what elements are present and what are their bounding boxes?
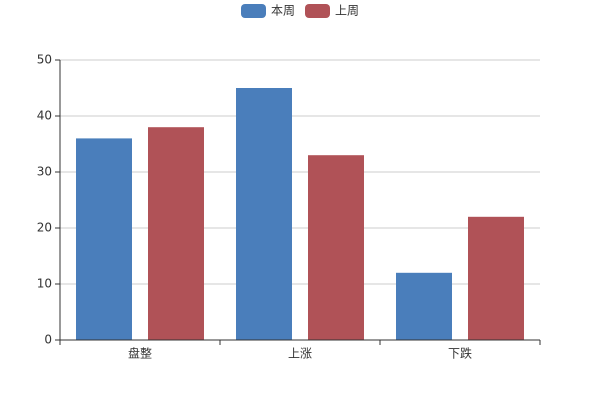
y-tick-label: 40 — [37, 109, 52, 123]
x-tick-label: 下跌 — [448, 346, 472, 361]
y-tick-label: 10 — [37, 277, 52, 291]
bar — [76, 138, 132, 340]
y-tick-label: 0 — [44, 333, 52, 347]
y-tick-label: 50 — [37, 53, 52, 67]
bar — [308, 155, 364, 340]
y-tick-label: 20 — [37, 221, 52, 235]
legend-swatch — [241, 4, 266, 18]
x-tick-label: 上涨 — [288, 346, 312, 361]
bar — [236, 88, 292, 340]
bar — [396, 272, 452, 340]
y-tick-label: 30 — [37, 165, 52, 179]
legend-swatch — [305, 4, 330, 18]
legend-label: 本周 — [271, 4, 295, 18]
bar — [148, 127, 204, 340]
legend-label: 上周 — [335, 4, 359, 18]
bar — [468, 216, 524, 340]
x-tick-label: 盘整 — [128, 346, 152, 361]
